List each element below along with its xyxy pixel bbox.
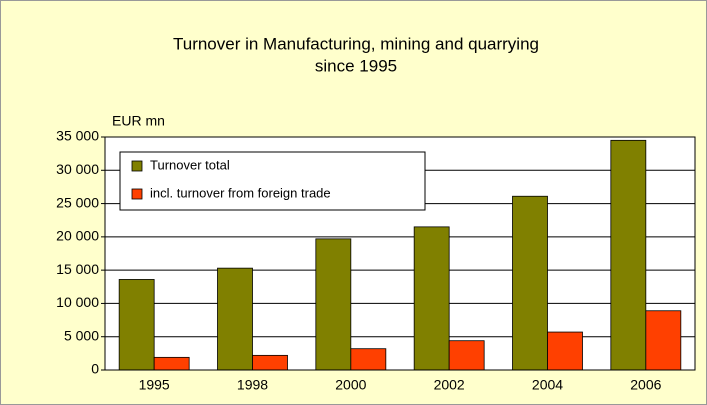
bar <box>512 195 548 371</box>
bar <box>610 139 647 371</box>
bar <box>217 267 253 371</box>
bar <box>448 340 485 371</box>
bar <box>350 348 387 371</box>
legend-swatch <box>131 160 143 172</box>
y-tick-label: 20 000 <box>56 228 99 244</box>
bar <box>547 331 583 371</box>
y-tick-label: 0 <box>91 361 99 377</box>
y-tick-label: 30 000 <box>56 161 99 177</box>
chart-title: Turnover in Manufacturing, mining and qu… <box>173 34 539 53</box>
x-tick-label: 2000 <box>335 377 366 393</box>
y-tick-label: 35 000 <box>56 128 99 144</box>
x-tick-label: 2006 <box>630 377 661 393</box>
x-tick-label: 1995 <box>139 377 170 393</box>
bar <box>153 356 190 371</box>
y-tick-label: 10 000 <box>56 294 99 310</box>
y-axis-label: EUR mn <box>112 113 165 129</box>
bar <box>315 238 352 371</box>
y-tick-label: 15 000 <box>56 261 99 277</box>
bar <box>645 310 682 371</box>
legend-swatch <box>131 188 143 200</box>
legend-label: Turnover total <box>150 157 230 172</box>
x-tick-label: 2002 <box>434 377 465 393</box>
y-tick-label: 5 000 <box>64 327 99 343</box>
legend-label: incl. turnover from foreign trade <box>150 185 331 200</box>
x-tick-label: 2004 <box>532 377 563 393</box>
bar <box>413 226 450 371</box>
x-tick-label: 1998 <box>237 377 268 393</box>
bar <box>252 354 288 371</box>
y-tick-label: 25 000 <box>56 194 99 210</box>
legend-box <box>119 151 426 211</box>
bar <box>118 279 155 371</box>
chart-title: since 1995 <box>315 56 397 75</box>
